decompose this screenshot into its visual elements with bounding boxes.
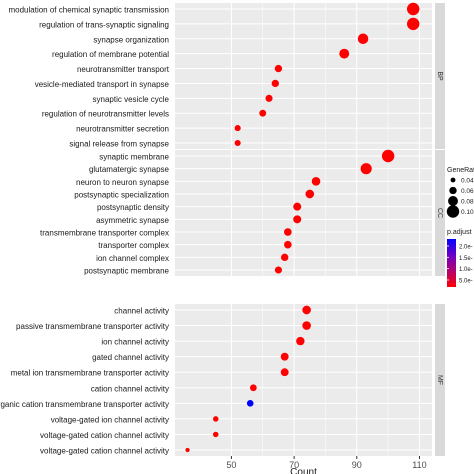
color-legend-label: 1.5e- (459, 256, 473, 262)
size-legend-label: 0.06 (461, 188, 474, 195)
term-label: ion channel complex (96, 254, 169, 263)
term-point (213, 416, 219, 422)
term-point (274, 266, 282, 274)
term-label: regulation of neurotransmitter levels (42, 110, 169, 119)
panel-background (175, 3, 432, 149)
term-label: monovalent inorganic cation transmembran… (0, 400, 169, 409)
panel-bp: modulation of chemical synaptic transmis… (8, 2, 445, 149)
term-label: modulation of chemical synaptic transmis… (8, 6, 169, 15)
size-legend-key (448, 196, 458, 206)
panel-mf: channel activity passive transmembrane tr… (0, 304, 445, 456)
term-point (284, 228, 292, 236)
x-tick-label: 50 (226, 460, 236, 470)
panel-strip (435, 150, 445, 276)
term-label: channel activity (114, 307, 169, 316)
size-legend-label: 0.10 (461, 209, 474, 216)
color-legend-title: p.adjust (447, 229, 472, 236)
term-label: voltage-gated cation channel activity (40, 447, 169, 456)
term-point (271, 79, 279, 88)
size-legend-label: 0.04 (461, 178, 474, 185)
x-axis-title: Count (290, 467, 317, 474)
size-legend-key (449, 186, 457, 195)
panel-strip (435, 3, 445, 149)
term-label: asymmetric synapse (96, 216, 169, 225)
term-label: regulation of membrane potential (52, 50, 169, 59)
term-point (296, 336, 305, 346)
term-label: postsynaptic specialization (74, 191, 169, 200)
term-label: postsynaptic density (97, 203, 169, 212)
term-point (302, 305, 311, 315)
term-point (246, 400, 254, 407)
term-label: vesicle-mediated transport in synapse (35, 80, 170, 89)
panel-strip-label: MF (436, 375, 443, 385)
panel-background (175, 150, 432, 276)
term-label: metal ion transmembrane transporter acti… (11, 369, 169, 378)
term-label: gated channel activity (92, 353, 169, 362)
term-label: neurotransmitter transport (77, 65, 170, 74)
term-point (406, 2, 420, 16)
term-point (293, 202, 302, 211)
term-label: neurotransmitter secretion (76, 125, 169, 134)
term-point (249, 384, 257, 392)
color-legend-label: 5.0e- (459, 279, 473, 285)
term-label: synaptic vesicle cycle (93, 95, 170, 104)
term-point (302, 321, 311, 330)
term-point (259, 109, 267, 117)
x-tick-label: 90 (352, 460, 362, 470)
panel-background (175, 304, 432, 456)
size-legend-label: 0.08 (461, 199, 474, 206)
term-label: postsynaptic membrane (84, 267, 169, 276)
term-point (281, 253, 289, 262)
term-point (311, 177, 321, 186)
term-point (280, 352, 289, 361)
term-label: voltage-gated cation channel activity (40, 431, 169, 440)
term-point (339, 48, 350, 59)
color-legend-label: 2.0e- (459, 245, 473, 251)
term-point (280, 368, 289, 377)
color-legend-label: 1.0e- (459, 267, 473, 273)
term-point (234, 139, 241, 147)
term-point (265, 94, 273, 102)
x-tick-label: 70 (289, 460, 299, 470)
term-label: ion channel activity (101, 338, 169, 347)
size-legend-key (450, 177, 456, 183)
term-label: neuron to neuron synapse (76, 178, 170, 187)
term-label: transporter complex (98, 241, 169, 250)
term-label: signal release from synapse (69, 140, 169, 149)
term-label: cation channel activity (91, 384, 169, 393)
panel-strip (435, 304, 445, 456)
panel-strip-label: CC (436, 208, 443, 218)
term-point (213, 431, 219, 438)
term-label: transmembrane transporter complex (40, 229, 169, 238)
term-point (284, 240, 292, 249)
term-label: glutamatergic synapse (89, 165, 170, 174)
term-label: synapse organization (93, 35, 169, 44)
term-point (305, 189, 315, 199)
term-point (274, 64, 283, 73)
term-point (234, 125, 241, 132)
term-label: passive transmembrane transporter activi… (16, 322, 169, 331)
term-point (360, 163, 372, 175)
panel-cc: synaptic membrane glutamatergic synapse ne… (40, 149, 445, 276)
term-point (293, 215, 302, 224)
term-point (357, 33, 369, 45)
panel-strip-label: BP (436, 71, 443, 81)
color-legend-bar (447, 239, 456, 287)
size-legend-title: GeneRatio (447, 167, 474, 174)
term-label: voltage-gated ion channel activity (51, 415, 169, 424)
term-point (406, 17, 420, 31)
term-label: regulation of trans-synaptic signaling (39, 20, 169, 29)
term-label: synaptic membrane (99, 153, 169, 162)
term-point (381, 149, 395, 163)
size-legend-key (446, 205, 460, 218)
term-point (185, 447, 190, 453)
x-tick-label: 110 (412, 460, 426, 470)
